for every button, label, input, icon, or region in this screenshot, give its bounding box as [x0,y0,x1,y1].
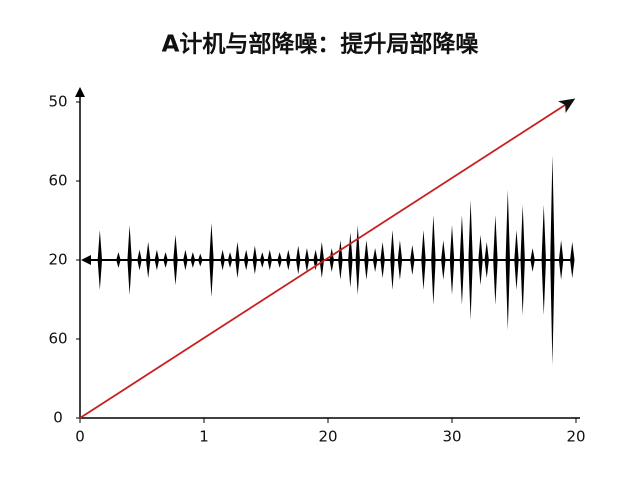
wave-spike [372,248,378,272]
trend-line [79,98,576,419]
wave-spike [410,244,415,276]
wave-spike [163,252,168,268]
wave-spike [329,248,334,272]
wave-spike [227,252,233,268]
wave-spike [484,241,489,279]
wave-spike [441,240,446,280]
wave-spike [209,222,214,298]
wave-spike [505,189,510,331]
wave-spike [154,249,160,271]
wave-spike [260,252,265,268]
wave-spike [493,214,498,306]
wave-spike [468,199,473,321]
wave-spike [97,229,103,291]
wave-spike [243,249,249,271]
wave-spike [127,225,132,295]
x-tick-label: 1 [199,428,209,446]
wave-spike [235,241,240,279]
wave-spike [397,240,403,280]
wave-spike [541,204,546,316]
wave-spike [137,249,142,271]
wave-spike [173,234,178,286]
wave-spike [570,241,575,279]
wave-spike [558,240,564,280]
wave-spike [286,249,291,271]
y-tick-label: 60 [48,172,67,190]
wave-spike [550,154,555,366]
wave-spike [514,229,519,291]
chart-title: A计机与部降噪：提升局部降噪 [162,31,480,58]
wave-spike [380,241,385,279]
wave-spike [338,240,343,280]
wave-spike [267,249,272,271]
wave-spike [296,245,301,275]
wave-spike [459,214,465,306]
x-tick-label: 20 [566,428,585,446]
wave-spike [220,249,225,271]
wave-spike [146,241,151,279]
wave-spike [530,248,535,272]
wave-spike [304,248,310,272]
wave-spike [183,249,188,271]
x-tick-label: 0 [75,428,85,446]
wave-spike [520,204,525,316]
y-tick-label: 60 [48,330,67,348]
y-tick-label: 50 [48,93,67,111]
y-tick-label: 20 [48,251,67,269]
wave-spike [449,225,455,295]
wave-spike [478,234,483,286]
x-tick-label: 30 [442,428,461,446]
wave-spike [390,229,395,291]
x-tick-label: 20 [318,428,337,446]
wave-spike [319,241,324,279]
wave-spike [421,229,426,291]
wave-spike [252,245,258,275]
wave-spike [190,252,196,268]
wave-spike [277,252,282,268]
wave-spike [355,225,360,295]
wave-spike [431,214,436,306]
wave-spike [364,240,369,280]
wave-spike [198,253,203,267]
wave-spike [348,232,353,288]
y-tick-label: 0 [53,409,63,427]
wave-spike [116,252,121,268]
